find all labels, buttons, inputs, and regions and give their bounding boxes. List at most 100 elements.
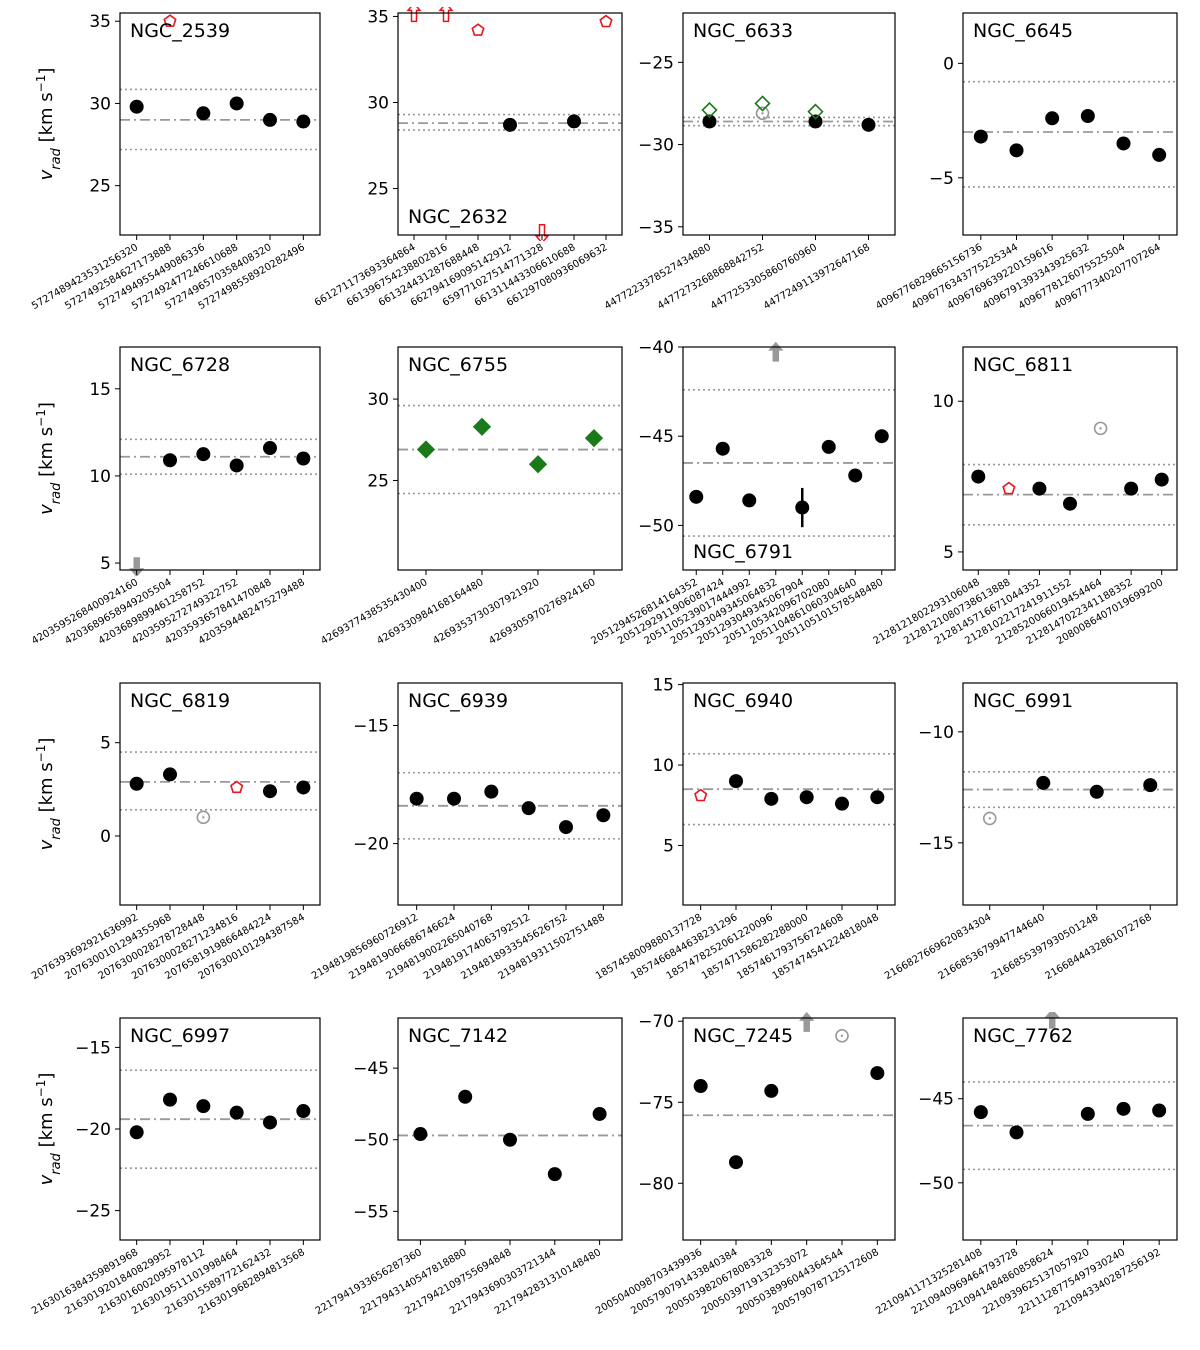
subplot-ngc-7245: −80−75−702005040098703439936200579079143… [594,1012,896,1317]
axes-frame [119,1017,321,1241]
y-tick-label: 35 [367,7,389,27]
y-axis-label-part: [km s [36,92,57,148]
panel-title: NGC_6728 [130,354,230,376]
member-point [413,1127,428,1142]
y-axis-label-part: rad [49,817,64,839]
member-point [163,1092,177,1107]
non-member-center [988,817,991,820]
member-point [1009,143,1024,158]
member-point [567,114,581,129]
y-axis-label: vrad [km s−1] [34,68,64,181]
y-tick-label: 10 [89,467,111,487]
member-point [559,820,573,835]
y-tick-label: 5 [100,734,111,754]
member-point [729,774,743,789]
member-point [592,1106,607,1121]
points-group [689,341,889,528]
member-point [799,790,814,805]
y-tick-label: −70 [638,1012,674,1032]
panel-title: NGC_7762 [973,1025,1073,1047]
points-group [409,784,611,835]
y-tick-label: 25 [89,177,111,197]
literature-diamond-point [701,101,718,119]
subplot-ngc-6633: −35−30−254477223378527434880447727326886… [603,12,896,312]
member-point [808,114,823,129]
non-member-point [982,811,997,826]
y-tick-label: −45 [638,427,674,447]
literature-diamond-point [807,103,824,120]
points-group [129,14,311,129]
axes-frame [682,1017,896,1241]
member-point [971,469,986,484]
y-tick-label: −20 [353,835,389,855]
literature-diamond-point [472,417,492,436]
member-point [1045,111,1060,126]
member-point [821,439,836,454]
y-axis-label-part: −1 [34,745,48,763]
up-arrow-marker [768,341,784,362]
axes-frame [962,1017,1178,1241]
y-axis-label-part: ] [36,68,57,75]
axes-frame [962,682,1178,906]
non-member-point [835,1029,849,1043]
y-tick-label: 15 [652,676,674,696]
y-axis-label: vrad [km s−1] [34,402,64,515]
binary-pentagon-point [471,23,485,36]
member-point [229,96,244,111]
member-point [973,129,988,144]
member-point [409,791,424,806]
y-axis-label-part: [km s [36,427,57,483]
axes-frame [119,346,321,571]
y-tick-label: −5 [929,169,954,189]
y-tick-label: 35 [89,12,111,32]
panel-title: NGC_6940 [693,690,793,712]
subplot-ngc-2632: 2530356612711736933648646613967542388028… [313,7,623,309]
y-tick-label: −50 [353,1131,389,1151]
non-member-center [202,816,205,819]
panel-title: NGC_6811 [973,354,1073,376]
member-point [1116,1101,1131,1116]
y-tick-label: −15 [353,717,389,737]
points-group [701,95,876,132]
y-tick-label: −55 [353,1202,389,1222]
y-tick-label: 5 [100,554,111,574]
y-axis-label-part: v [36,839,57,850]
y-tick-label: 15 [89,380,111,400]
member-point [263,441,277,456]
y-tick-label: −45 [918,1090,954,1110]
subplot-ngc-6755: 25 30 426937743853543040042693309841681644… [319,346,623,647]
y-tick-label: 30 [367,93,389,113]
panel-title: NGC_2539 [130,20,230,42]
member-point [196,1099,211,1114]
panel-title: NGC_2632 [408,206,508,228]
member-point [742,493,757,508]
y-axis-label-part: −1 [34,75,48,93]
axes-frame [397,682,623,906]
down-arrow-marker [534,224,550,241]
member-point [861,117,876,132]
y-axis-label-part: [km s [36,1097,57,1153]
axes-frame [119,12,321,236]
literature-diamond-point [416,440,436,459]
y-tick-label: −25 [638,53,674,73]
member-point [296,1104,311,1119]
subplot-ngc-6819: 0520763936929216369922076300101294355968… [30,682,321,982]
member-point [484,784,499,799]
member-point [229,1105,244,1120]
points-group [129,441,311,576]
member-point [870,1066,885,1081]
panel-title: NGC_6755 [408,354,508,376]
member-point [263,112,277,127]
up-arrow-marker [438,7,454,23]
x-tick-label: 4269353730307921920 [431,577,541,647]
member-point [129,1125,144,1140]
y-axis-label-part: −1 [34,1080,48,1098]
panel-title: NGC_6997 [130,1025,230,1047]
member-point [196,106,211,121]
panel-title: NGC_6791 [693,541,793,563]
y-axis-label: vrad [km s−1] [34,1073,64,1186]
member-point [973,1105,988,1120]
member-point [1124,481,1139,496]
literature-diamond-point [584,429,604,448]
x-tick-label: 4269305970276924160 [487,577,597,647]
